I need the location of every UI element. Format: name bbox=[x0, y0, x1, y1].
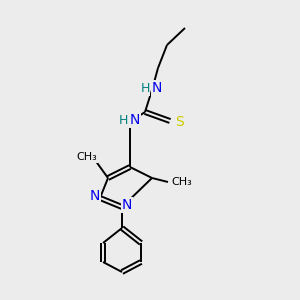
Text: H: H bbox=[118, 115, 128, 128]
Text: S: S bbox=[175, 115, 183, 129]
Text: N: N bbox=[90, 189, 100, 203]
Text: CH₃: CH₃ bbox=[172, 177, 192, 187]
Text: N: N bbox=[122, 198, 132, 212]
Text: H: H bbox=[140, 82, 150, 95]
Text: N: N bbox=[152, 81, 162, 95]
Text: N: N bbox=[130, 113, 140, 127]
Text: CH₃: CH₃ bbox=[76, 152, 98, 162]
